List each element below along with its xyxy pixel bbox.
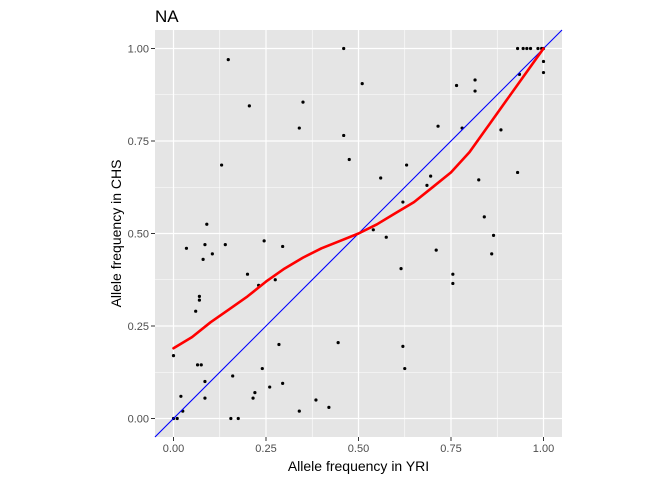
data-point [516,170,520,175]
data-point [260,366,264,371]
smooth-curve [172,47,545,350]
data-point [226,58,230,62]
y-tick-label: 0.50 [128,229,149,241]
data-point [525,46,529,51]
y-axis-ticks: 0.00 0.25 0.50 0.75 1.00 [128,44,155,426]
data-point [516,46,520,51]
data-point [521,46,525,51]
data-point [434,248,438,252]
data-point [490,252,494,256]
data-point [297,409,301,413]
x-tick-label: 0.00 [163,443,184,455]
data-point [327,405,331,409]
data-point [482,215,486,219]
y-tick-label: 0.75 [128,136,149,148]
data-point [528,46,533,51]
data-point [436,124,440,128]
data-point [301,100,305,104]
data-point [220,163,224,167]
y-tick-label: 0.00 [128,414,149,426]
data-point [473,89,477,93]
data-point [403,366,407,371]
data-point [429,174,433,178]
data-point [451,272,455,276]
data-point [536,46,540,51]
data-point [347,157,351,162]
data-point [268,385,272,389]
data-point [454,83,459,88]
data-point [194,309,198,313]
data-point [384,235,388,239]
data-point [277,342,281,347]
x-axis-title: Allele frequency in YRI [288,458,429,474]
data-point [179,394,183,398]
x-tick-label: 0.50 [348,443,369,455]
data-point [336,341,340,345]
data-point [342,46,346,51]
x-axis-ticks: 0.00 0.25 0.50 0.75 1.00 [163,437,554,455]
data-point [203,379,207,384]
data-point [203,396,207,400]
data-point [314,398,318,402]
data-point [491,233,496,237]
data-point [203,243,207,247]
data-point [205,222,209,226]
data-point [541,59,546,64]
data-point [451,281,455,286]
data-point [171,354,176,358]
data-point [499,128,503,132]
data-point [371,228,375,232]
data-point [199,363,203,367]
data-point [281,381,285,385]
data-point [184,246,189,250]
data-point [197,298,201,302]
y-tick-label: 0.25 [128,321,149,333]
data-point [401,200,405,204]
data-point [473,78,477,82]
data-point [273,278,277,282]
x-tick-label: 1.00 [533,443,554,455]
data-point [253,391,257,395]
data-point [401,344,405,348]
data-point [247,104,251,108]
data-point [405,163,409,167]
data-point [197,294,201,298]
data-point [297,126,301,130]
data-point [541,70,546,75]
y-axis-title: Allele frequency in CHS [108,160,124,308]
data-point [262,239,266,243]
data-point [229,416,233,421]
data-point [175,416,179,421]
chart-title: NA [155,7,179,26]
data-point [223,243,227,247]
x-tick-label: 0.75 [440,443,461,455]
data-point [245,272,250,276]
data-point [379,176,383,180]
data-point [399,267,403,271]
y-tick-label: 1.00 [128,44,149,56]
data-point [425,183,429,187]
data-point [201,257,205,261]
data-point [281,244,285,249]
data-point [360,82,364,86]
data-point [342,133,346,138]
data-point [231,374,235,378]
data-point [236,416,240,421]
data-point [210,252,214,256]
data-point [195,363,200,367]
data-point [251,396,255,400]
data-point [477,178,481,182]
x-tick-label: 0.25 [255,443,276,455]
